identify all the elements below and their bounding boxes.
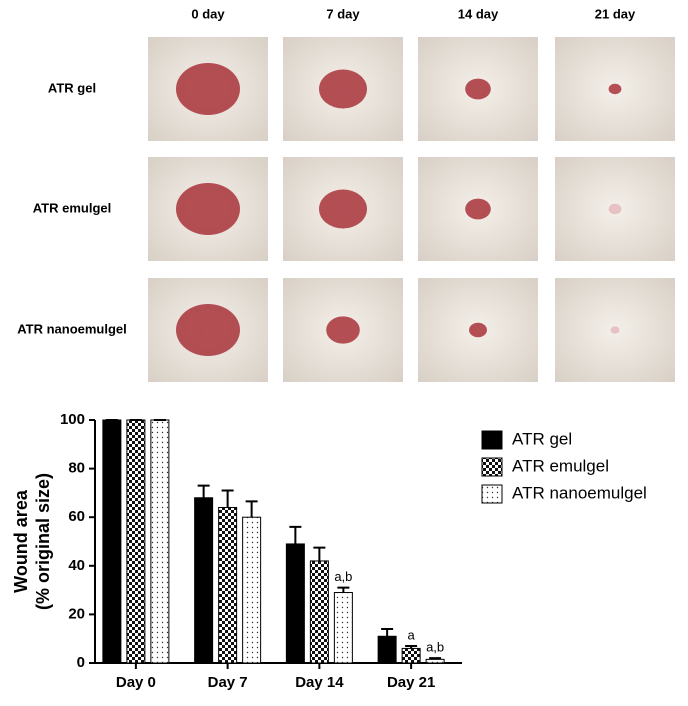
wound	[176, 63, 240, 115]
error-bar	[313, 546, 326, 561]
error-bar	[245, 500, 258, 518]
bar	[425, 658, 445, 664]
bar	[126, 419, 146, 664]
bar	[102, 419, 122, 664]
row-label: ATR emulgel	[33, 200, 112, 215]
error-bar	[337, 586, 350, 593]
error-bar	[221, 489, 234, 508]
bar	[401, 647, 421, 664]
error-bar	[289, 525, 302, 544]
wound	[319, 189, 367, 229]
column-label: 21 day	[595, 6, 636, 21]
y-axis-label: (% original size)	[33, 473, 53, 610]
y-tick-label: 0	[77, 654, 85, 671]
legend-swatch	[481, 484, 503, 504]
bar	[242, 516, 262, 664]
y-tick-label: 40	[68, 557, 85, 574]
legend-label: ATR emulgel	[512, 456, 609, 475]
bar	[285, 543, 305, 664]
legend-label: ATR nanoemulgel	[512, 483, 647, 502]
wound	[319, 69, 367, 109]
legend-swatch	[481, 430, 503, 450]
wound	[608, 83, 622, 95]
bar	[309, 560, 329, 664]
error-bar	[197, 484, 210, 498]
wound	[465, 78, 491, 100]
bar	[218, 506, 238, 664]
error-bar	[381, 627, 394, 637]
wound	[176, 304, 240, 356]
bar-chart: 0 20 40 60 80 100 Wound area (% original size) D…	[11, 411, 647, 691]
y-tick-label: 20	[68, 605, 85, 622]
significance-label: a	[408, 627, 416, 642]
error-bar	[429, 657, 442, 660]
row-label: ATR nanoemulgel	[17, 321, 127, 336]
wound	[469, 322, 487, 338]
bar	[194, 497, 214, 664]
legend-label: ATR gel	[512, 429, 572, 448]
significance-label: a,b	[334, 569, 352, 584]
wound	[608, 203, 622, 215]
x-tick-label: Day 21	[387, 674, 435, 691]
column-label: 0 day	[191, 6, 225, 21]
legend-swatch	[481, 457, 503, 477]
y-tick-label: 100	[60, 411, 85, 428]
photo-grid: 0 day 7 day 14 day 21 day ATR gel ATR emulgel…	[17, 6, 675, 382]
bar	[333, 592, 353, 664]
y-axis-label: Wound area	[11, 489, 31, 593]
x-tick-label: Day 7	[208, 674, 248, 691]
x-tick-label: Day 0	[116, 674, 156, 691]
y-tick-label: 60	[68, 508, 85, 525]
wound	[176, 183, 240, 235]
significance-label: a,b	[426, 640, 444, 655]
bar	[377, 635, 397, 664]
row-label: ATR gel	[48, 80, 96, 95]
wound	[465, 198, 491, 220]
wound	[610, 326, 620, 334]
x-tick-label: Day 14	[295, 674, 344, 691]
wound	[326, 316, 360, 344]
column-label: 7 day	[326, 6, 360, 21]
column-label: 14 day	[458, 6, 499, 21]
error-bar	[405, 644, 418, 649]
y-tick-label: 80	[68, 460, 85, 477]
bar	[150, 419, 170, 664]
